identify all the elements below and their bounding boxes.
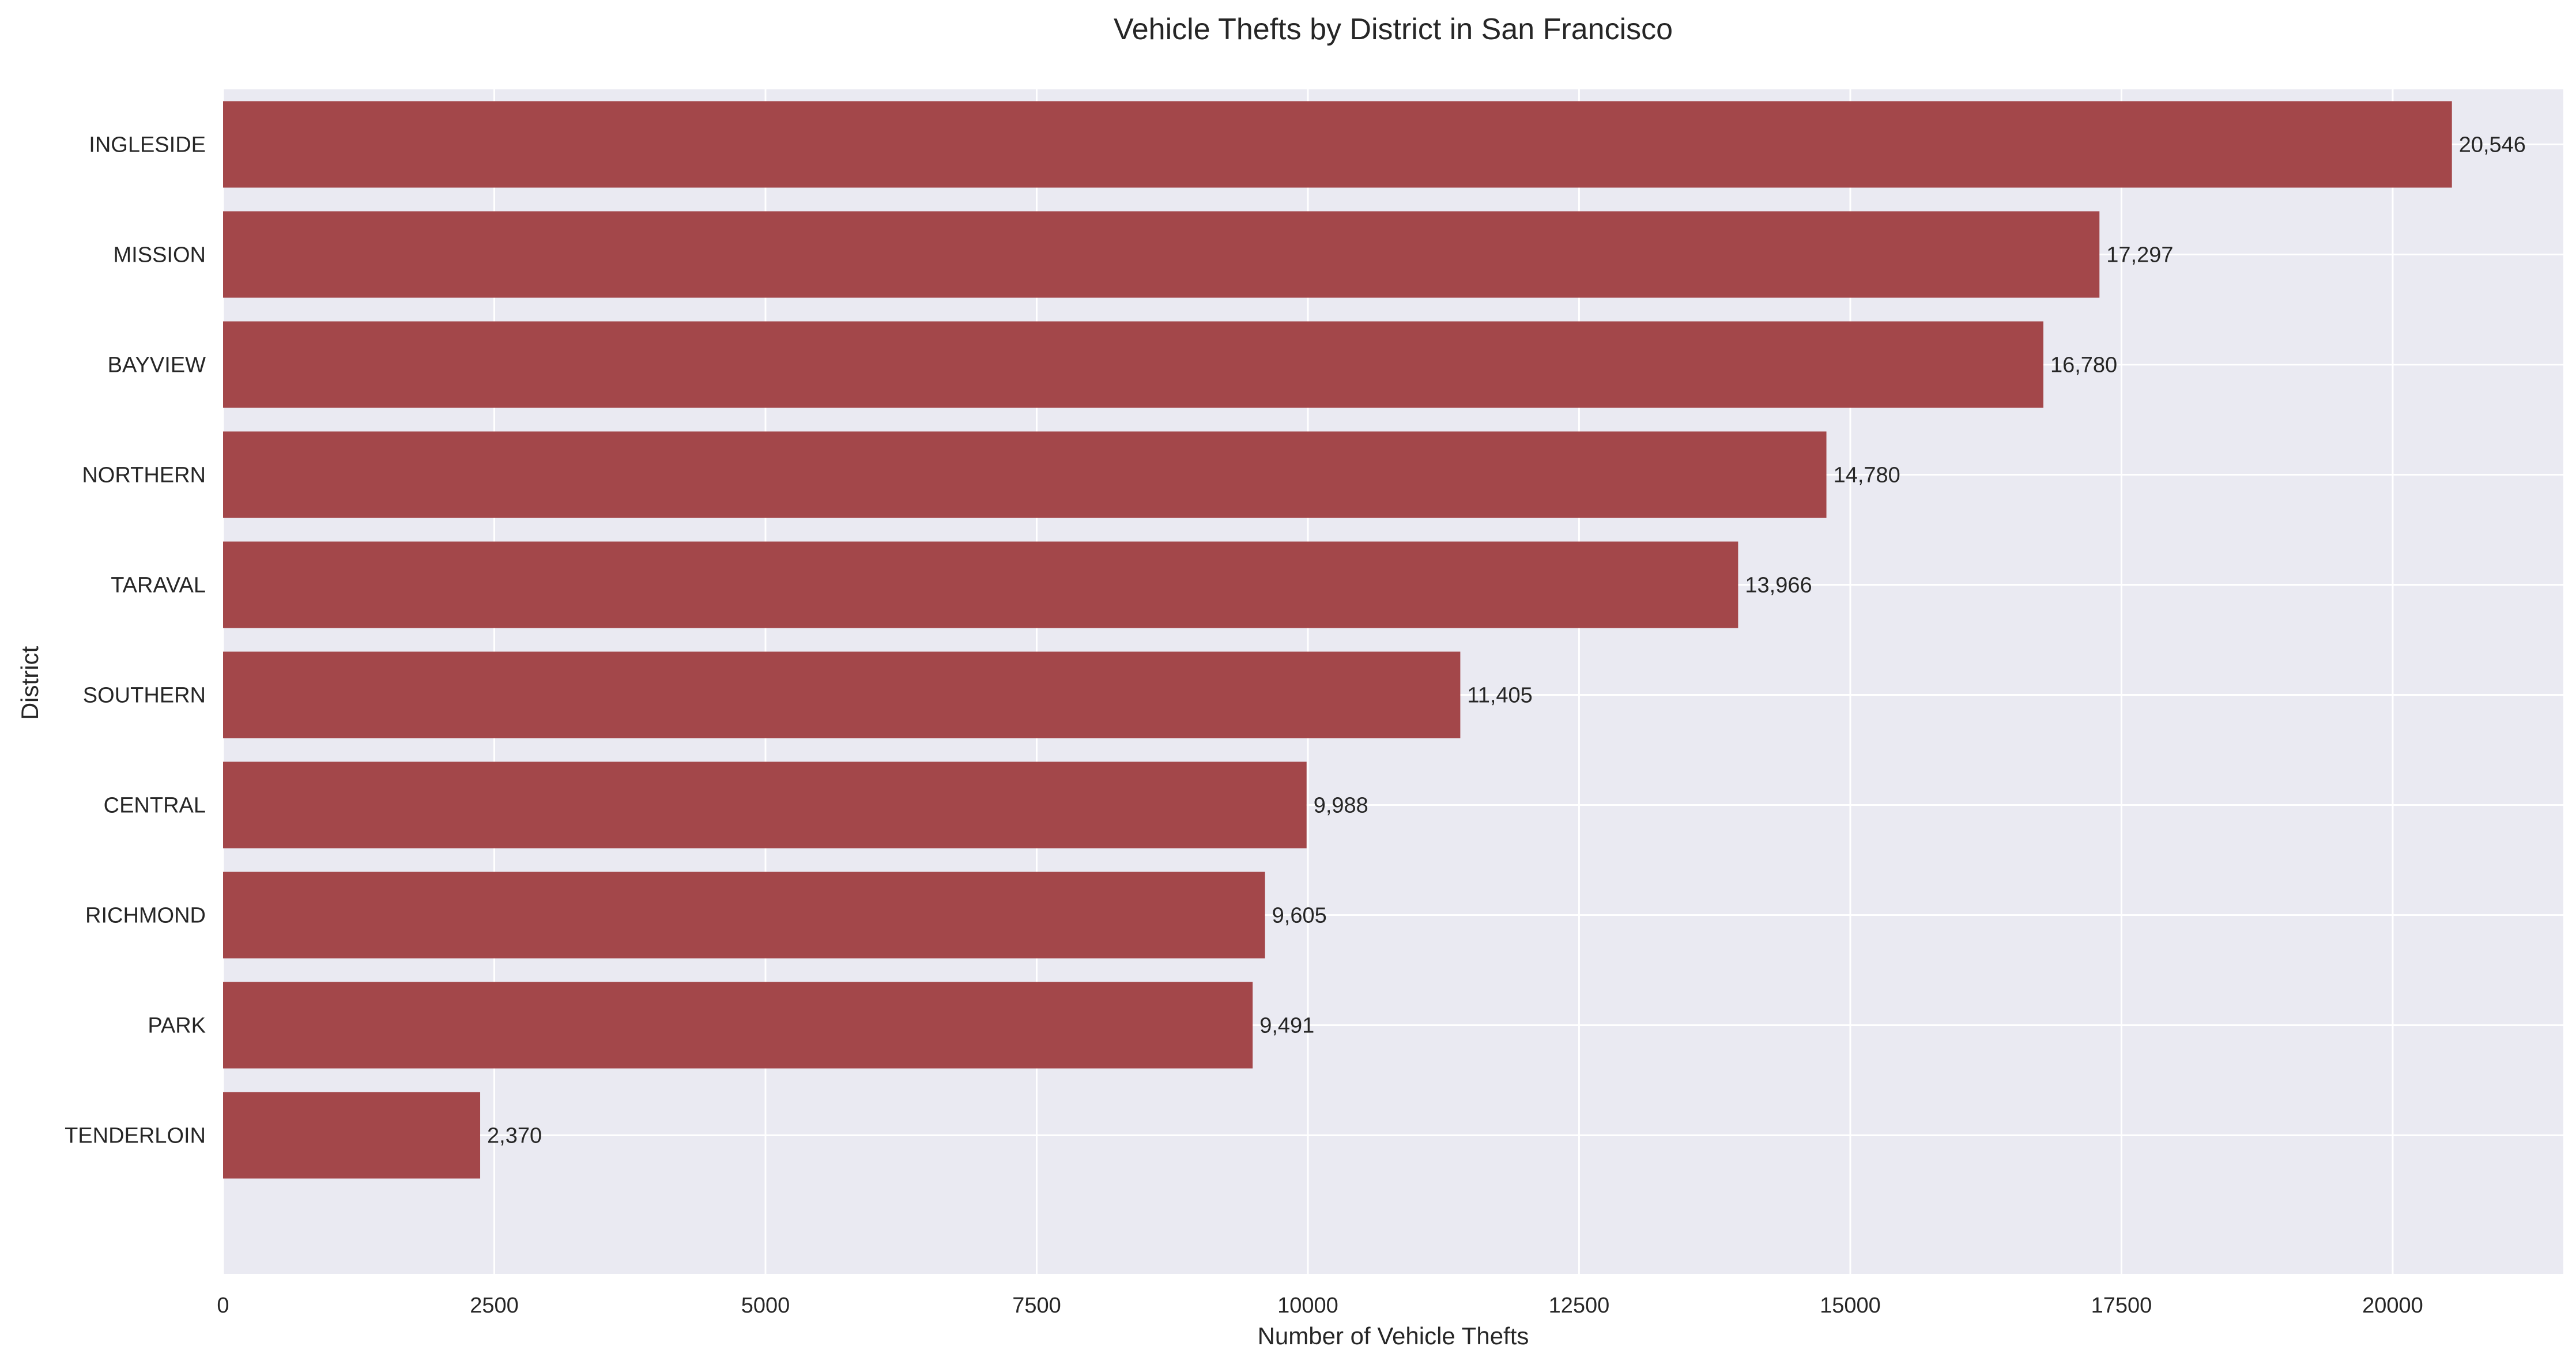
y-tick-label-ingleside: INGLESIDE	[89, 133, 206, 157]
y-tick-label-taraval: TARAVAL	[111, 574, 206, 598]
bars	[223, 101, 2452, 1179]
data-labels: 20,546 17,297 16,780 14,780 13,966 11,405 9,98…	[487, 133, 2526, 1148]
y-tick-label-central: CENTRAL	[104, 794, 206, 818]
y-tick-labels: INGLESIDE MISSION BAYVIEW NORTHERN TARAVAL SO…	[65, 133, 206, 1148]
data-label-park: 9,491	[1259, 1014, 1314, 1038]
data-label-ingleside: 20,546	[2459, 133, 2526, 157]
data-label-taraval: 13,966	[1745, 574, 1812, 598]
data-label-mission: 17,297	[2106, 243, 2173, 267]
bar-northern	[223, 431, 1827, 518]
data-label-central: 9,988	[1314, 794, 1368, 818]
x-tick-label: 20000	[2362, 1294, 2423, 1318]
x-tick-label: 10000	[1277, 1294, 1338, 1318]
x-axis-label: Number of Vehicle Thefts	[1258, 1322, 1529, 1349]
y-axis-label: District	[16, 646, 43, 721]
y-tick-label-bayview: BAYVIEW	[108, 353, 206, 378]
x-tick-label: 5000	[741, 1294, 790, 1318]
chart-title: Vehicle Thefts by District in San Franci…	[1114, 13, 1673, 46]
bar-southern	[223, 651, 1461, 738]
bar-ingleside	[223, 101, 2452, 188]
y-tick-label-richmond: RICHMOND	[85, 904, 206, 928]
x-tick-label: 17500	[2091, 1294, 2152, 1318]
bar-richmond	[223, 872, 1265, 959]
x-tick-label: 7500	[1012, 1294, 1061, 1318]
x-tick-label: 12500	[1549, 1294, 1610, 1318]
bar-park	[223, 982, 1253, 1069]
y-tick-label-mission: MISSION	[114, 243, 206, 267]
x-tick-labels: 0 2500 5000 7500 10000 12500 15000 17500 20000	[217, 1294, 2423, 1318]
data-label-tenderloin: 2,370	[487, 1124, 542, 1148]
bar-tenderloin	[223, 1092, 481, 1179]
data-label-bayview: 16,780	[2050, 353, 2117, 378]
x-tick-label: 2500	[470, 1294, 519, 1318]
bar-central	[223, 761, 1307, 849]
data-label-richmond: 9,605	[1272, 904, 1327, 928]
y-tick-label-tenderloin: TENDERLOIN	[65, 1124, 206, 1148]
x-tick-label: 0	[217, 1294, 229, 1318]
y-tick-label-park: PARK	[148, 1014, 206, 1038]
bar-mission	[223, 211, 2100, 298]
data-label-northern: 14,780	[1834, 463, 1900, 488]
bar-taraval	[223, 541, 1738, 628]
x-tick-label: 15000	[1820, 1294, 1881, 1318]
y-tick-label-southern: SOUTHERN	[83, 684, 206, 708]
data-label-southern: 11,405	[1467, 684, 1532, 708]
bar-bayview	[223, 321, 2043, 408]
y-tick-label-northern: NORTHERN	[82, 463, 206, 488]
